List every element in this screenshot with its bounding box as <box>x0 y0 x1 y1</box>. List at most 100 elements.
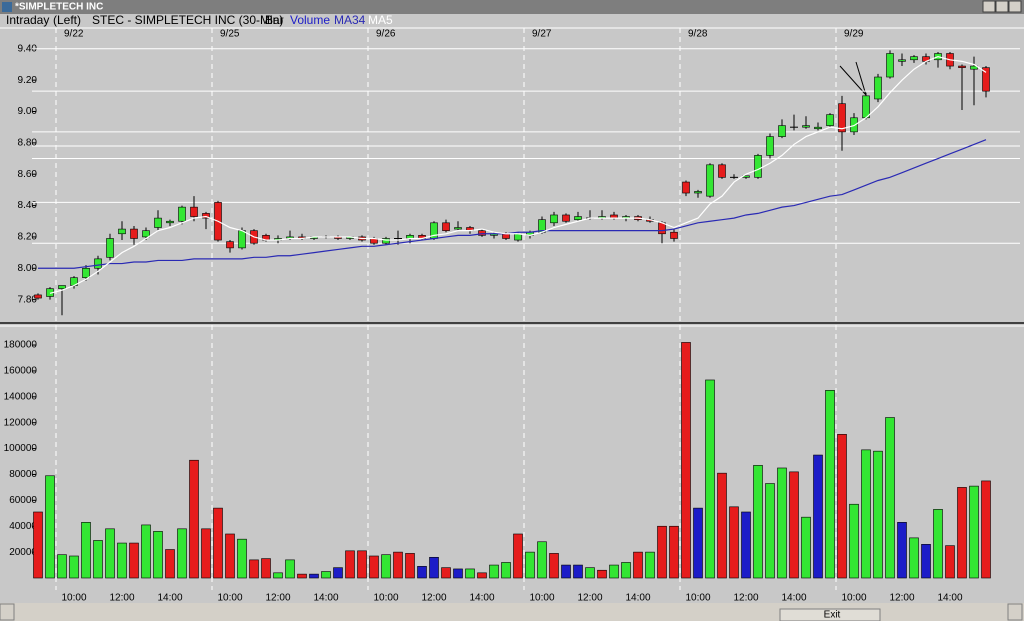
volume-bar <box>777 467 787 579</box>
volume-bar <box>297 573 307 579</box>
candle-body <box>970 65 978 70</box>
date-label: 9/28 <box>688 29 708 40</box>
volume-bar <box>633 551 643 579</box>
volume-bar <box>345 550 355 579</box>
volume-bar <box>465 568 475 579</box>
volume-bar <box>981 480 991 579</box>
maximize-button[interactable] <box>995 0 1009 13</box>
candle-body <box>442 222 450 231</box>
y-tick-label: 140000 <box>4 391 38 402</box>
candle-body <box>58 285 66 289</box>
scale-label: (Left) <box>53 13 81 27</box>
exit-label[interactable]: Exit <box>824 610 841 621</box>
candle-body <box>514 233 522 241</box>
scrollbar[interactable] <box>0 603 1024 621</box>
candle-body <box>658 222 666 235</box>
mode-label: Intraday <box>6 13 49 27</box>
candle-body <box>82 267 90 278</box>
volume-bar <box>357 550 367 579</box>
volume-bar <box>225 533 235 579</box>
volume-bar <box>765 483 775 579</box>
volume-bar <box>321 571 331 579</box>
x-tick-label: 10:00 <box>529 593 554 604</box>
candle-body <box>718 164 726 178</box>
candle-body <box>154 217 162 228</box>
y-tick-label: 80000 <box>9 469 37 480</box>
volume-bar <box>849 503 859 579</box>
x-tick-label: 14:00 <box>157 593 182 604</box>
candle-body <box>166 220 174 224</box>
x-tick-label: 12:00 <box>733 593 758 604</box>
y-tick-label: 9.40 <box>18 43 38 54</box>
volume-bar <box>177 528 187 579</box>
candle-body <box>226 241 234 249</box>
volume-bar <box>477 572 487 579</box>
annotation-arrow <box>855 61 867 96</box>
candle-body <box>814 126 822 130</box>
x-tick-label: 14:00 <box>781 593 806 604</box>
volume-bar <box>441 567 451 579</box>
volume-bar <box>597 569 607 579</box>
volume-bar <box>489 564 499 579</box>
close-button[interactable] <box>1008 0 1022 13</box>
x-tick-label: 10:00 <box>841 593 866 604</box>
y-tick-label: 7.80 <box>18 294 38 305</box>
y-tick-label: 9.20 <box>18 75 38 86</box>
volume-label: Volume <box>290 13 330 27</box>
volume-bar <box>189 459 199 579</box>
y-tick-label: 8.40 <box>18 200 38 211</box>
y-tick-label: 180000 <box>4 340 38 351</box>
volume-bar <box>789 471 799 579</box>
minimize-button[interactable] <box>982 0 996 13</box>
header-bar <box>0 14 1024 28</box>
candle-body <box>958 65 966 68</box>
volume-bar <box>213 507 223 579</box>
moving-average-line <box>49 56 987 294</box>
volume-bar <box>201 528 211 579</box>
candle-body <box>682 181 690 194</box>
x-tick-label: 12:00 <box>421 593 446 604</box>
x-tick-label: 10:00 <box>217 593 242 604</box>
candle-body <box>94 258 102 269</box>
x-tick-label: 14:00 <box>937 593 962 604</box>
y-tick-label: 60000 <box>9 495 37 506</box>
moving-average-line <box>38 139 987 269</box>
annotation-arrow <box>839 65 867 96</box>
volume-bar <box>141 524 151 579</box>
volume-bar <box>153 531 163 579</box>
volume-bar <box>609 564 619 579</box>
x-tick-label: 12:00 <box>889 593 914 604</box>
candle-body <box>802 125 810 128</box>
candle-body <box>106 238 114 258</box>
scroll-right[interactable] <box>1007 603 1023 621</box>
volume-bar <box>405 553 415 579</box>
candle-body <box>766 136 774 156</box>
volume-bar <box>57 554 67 579</box>
candle-body <box>118 228 126 235</box>
volume-bar <box>393 551 403 579</box>
volume-bar <box>261 558 271 579</box>
volume-bar <box>249 559 259 579</box>
candle-body <box>478 230 486 236</box>
candle-body <box>190 206 198 217</box>
candle-body <box>382 238 390 244</box>
candle-body <box>502 233 510 239</box>
candle-body <box>550 214 558 224</box>
volume-bar <box>105 528 115 579</box>
y-tick-label: 100000 <box>4 443 38 454</box>
y-tick-label: 8.00 <box>18 263 38 274</box>
volume-bar <box>717 472 727 579</box>
volume-bar <box>165 549 175 579</box>
scroll-left[interactable] <box>0 603 15 621</box>
volume-bar <box>621 562 631 579</box>
candle-body <box>238 230 246 249</box>
candle-body <box>874 76 882 100</box>
exit-button[interactable] <box>779 608 881 621</box>
volume-bar <box>921 544 931 579</box>
x-tick-label: 10:00 <box>685 593 710 604</box>
volume-bar <box>525 551 535 579</box>
volume-bar <box>825 390 835 579</box>
candle-body <box>670 231 678 239</box>
volume-bar <box>945 545 955 579</box>
y-tick-label: 40000 <box>9 521 37 532</box>
